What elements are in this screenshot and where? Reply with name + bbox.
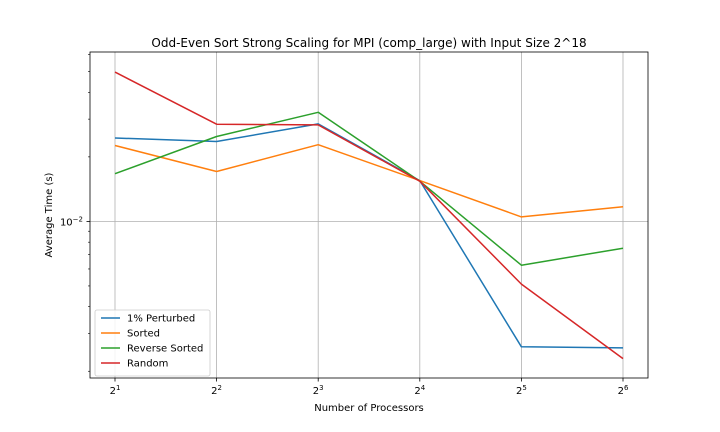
y-axis-label: Average Time (s)	[44, 172, 55, 257]
x-tick-label: 21	[110, 384, 121, 397]
legend-entry: Sorted	[127, 329, 160, 340]
x-tick-label: 26	[618, 384, 629, 397]
x-tick-label: 23	[313, 384, 324, 397]
y-tick-label: 10−2	[60, 215, 83, 228]
x-tick-label: 22	[211, 384, 222, 397]
series-line	[114, 111, 624, 266]
grid	[90, 52, 648, 378]
legend-entry: Reverse Sorted	[127, 344, 203, 355]
x-tick-label: 25	[516, 384, 527, 397]
series-line	[114, 143, 624, 218]
legend: 1% Perturbed Sorted Reverse Sorted Random	[94, 309, 211, 377]
legend-entry: Random	[127, 359, 168, 370]
series-line	[114, 71, 624, 360]
legend-entry: 1% Perturbed	[127, 314, 195, 325]
legend-box	[94, 309, 211, 377]
x-axis-label: Number of Processors	[314, 403, 424, 414]
chart-title: Odd-Even Sort Strong Scaling for MPI (co…	[151, 36, 586, 50]
ticks: 21 22 23 24 25 26 10−2	[60, 54, 629, 397]
plot-frame	[89, 51, 649, 379]
x-tick-label: 24	[414, 384, 425, 397]
series-lines	[114, 71, 624, 360]
